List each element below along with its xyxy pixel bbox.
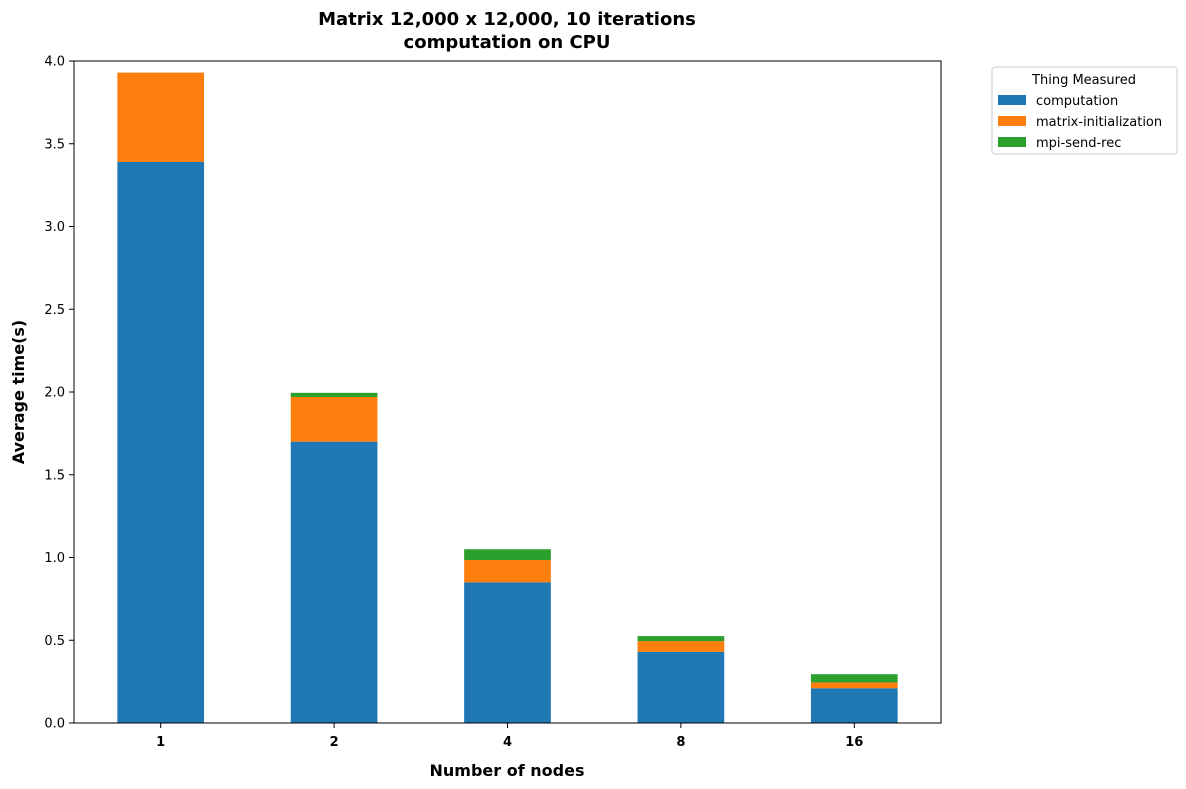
legend-swatch-matrix-initialization [998,116,1026,126]
bar-matrix-initialization-16 [810,682,898,689]
bar-computation-8 [637,651,725,723]
y-tick-label-1.5: 1.5 [44,468,65,483]
legend: Thing Measured computation matrix-initial… [991,66,1178,155]
y-tick-label-0.5: 0.5 [44,634,65,649]
x-tick-label-2: 2 [330,735,339,750]
bar-matrix-initialization-1 [117,72,205,162]
legend-title: Thing Measured [1031,73,1136,88]
y-tick-label-3.0: 3.0 [44,220,65,235]
bar-mpi-send-rec-2 [290,392,378,397]
x-tick-label-8: 8 [676,735,685,750]
y-tick-label-4.0: 4.0 [44,55,65,70]
chart-title: Matrix 12,000 x 12,000, 10 iterations co… [318,9,696,53]
y-tick-label-2.0: 2.0 [44,386,65,401]
x-axis-label: Number of nodes [430,761,585,780]
legend-label-matrix-initialization: matrix-initialization [1036,115,1162,130]
bar-mpi-send-rec-4 [464,549,551,560]
legend-swatch-computation [998,95,1026,105]
bar-mpi-send-rec-8 [637,636,725,642]
y-axis-label: Average time(s) [9,320,28,464]
plot-area: 0.0 0.5 1.0 1.5 2.0 2.5 3.0 3.5 4.0 1 2 4 8 16 [44,55,942,750]
bar-computation-1 [117,161,205,723]
bar-computation-2 [290,441,378,723]
x-tick-label-16: 16 [845,735,863,750]
y-tick-label-3.5: 3.5 [44,137,65,152]
x-tick-label-1: 1 [156,735,165,750]
legend-frame [991,66,1178,155]
bar-matrix-initialization-8 [637,641,725,652]
chart-title-line-2: computation on CPU [404,32,611,53]
chart-title-line-1: Matrix 12,000 x 12,000, 10 iterations [318,9,696,30]
bar-computation-16 [810,688,898,723]
bar-matrix-initialization-2 [290,396,378,442]
y-tick-label-2.5: 2.5 [44,303,65,318]
legend-label-mpi-send-rec: mpi-send-rec [1036,136,1121,151]
legend-label-computation: computation [1036,94,1118,109]
legend-swatch-mpi-send-rec [998,137,1026,147]
y-tick-label-0.0: 0.0 [44,717,65,732]
bar-mpi-send-rec-16 [810,674,898,683]
bar-matrix-initialization-4 [464,559,551,583]
y-tick-label-1.0: 1.0 [44,551,65,566]
bar-computation-4 [464,582,551,723]
x-tick-label-4: 4 [503,735,512,750]
